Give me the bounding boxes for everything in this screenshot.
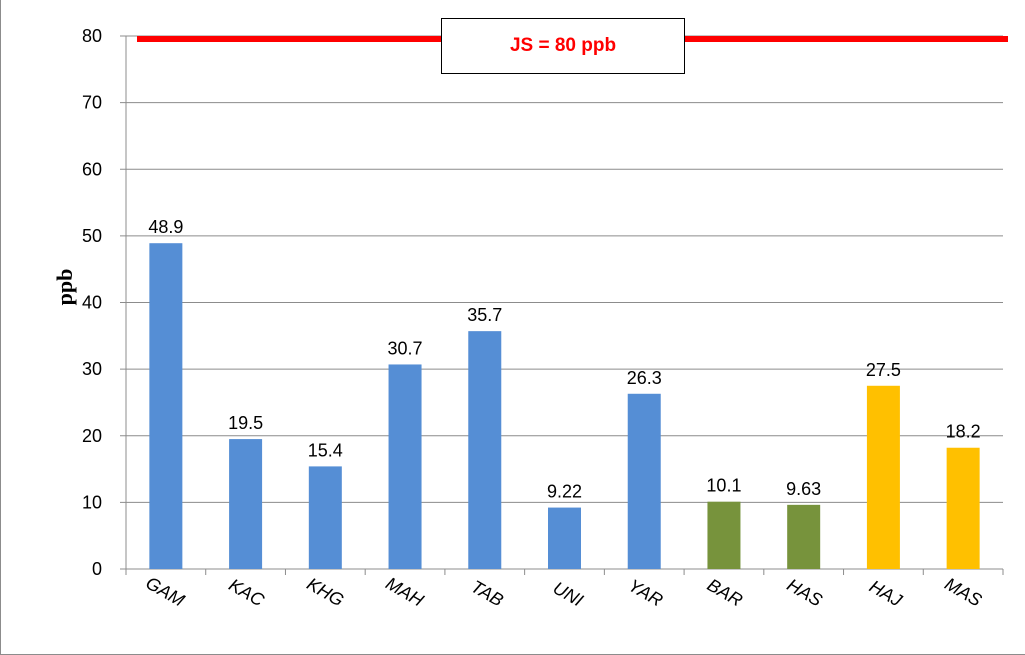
x-tick-label: YAR	[625, 575, 666, 610]
data-label: 9.22	[547, 482, 582, 502]
y-tick-label: 60	[82, 159, 102, 179]
bar-bar	[707, 501, 741, 569]
data-label: 26.3	[627, 368, 662, 388]
bar-mah	[388, 364, 422, 569]
axes: 0 10 20 30 40 50 60 70 80 GAM KAC KHG MAH TAB UNI YAR BA…	[82, 26, 1004, 611]
data-label: 27.5	[866, 360, 901, 380]
x-tick-label: HAJ	[866, 576, 906, 611]
y-tick-label: 70	[82, 93, 102, 113]
x-tick-label: GAM	[142, 573, 188, 611]
bar-uni	[548, 507, 581, 569]
bar-yar	[627, 393, 661, 569]
data-label: 15.4	[308, 440, 343, 460]
y-tick-label: 0	[92, 559, 102, 579]
data-label: 10.1	[706, 476, 741, 496]
y-axis-title: ppb	[52, 269, 77, 306]
y-tick-label: 40	[82, 293, 102, 313]
data-label: 19.5	[228, 413, 263, 433]
y-tick-label: 30	[82, 359, 102, 379]
x-tick-label: UNI	[550, 578, 587, 611]
data-label: 9.63	[786, 479, 821, 499]
bar-mas	[946, 447, 980, 569]
bar-gam	[149, 243, 183, 570]
bar-khg	[308, 466, 342, 569]
bars	[149, 243, 980, 570]
data-label: 30.7	[388, 338, 423, 358]
bar-haj	[866, 385, 900, 569]
y-tick-label: 80	[82, 26, 102, 46]
data-label: 48.9	[148, 217, 183, 237]
y-tick-label: 50	[82, 226, 102, 246]
x-tick-label: KAC	[226, 575, 269, 611]
x-tick-label: MAS	[941, 574, 985, 611]
x-tick-label: MAH	[382, 573, 428, 611]
reference-line-label: JS = 80 ppb	[441, 18, 685, 74]
data-label: 18.2	[946, 422, 981, 442]
x-tick-label: HAS	[784, 575, 826, 611]
data-labels: 48.9 19.5 15.4 30.7 35.7 9.22 26.3 10.1 9.63 27.5…	[148, 217, 980, 501]
y-tick-label: 10	[82, 492, 102, 512]
bar-has	[787, 504, 821, 569]
y-tick-label: 20	[82, 426, 102, 446]
bar-kac	[229, 439, 263, 569]
x-tick-label: TAB	[468, 576, 507, 610]
data-label: 35.7	[467, 305, 502, 325]
x-tick-label: BAR	[704, 575, 746, 611]
bar-tab	[468, 331, 502, 569]
x-tick-label: KHG	[304, 574, 348, 611]
